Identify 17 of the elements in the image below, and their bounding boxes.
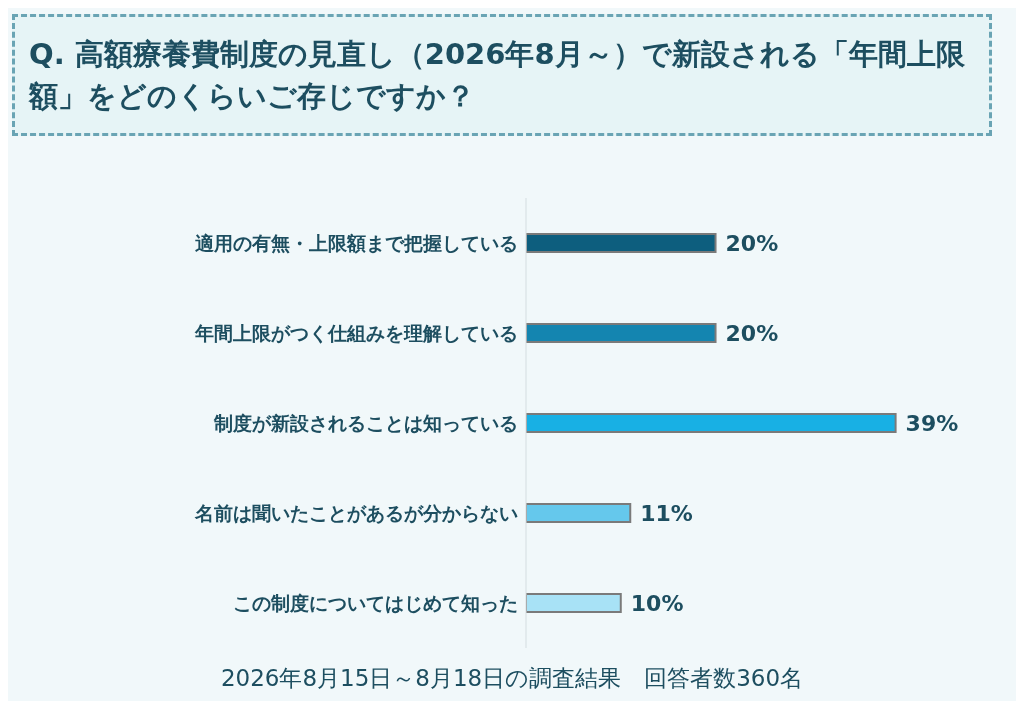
bar <box>526 593 622 613</box>
y-tick-label: 適用の有無・上限額まで把握している <box>195 231 518 254</box>
text: 2026年8月15日～8月18日の調査結果 回答者数360名 <box>219 664 805 693</box>
data-label: 20% <box>725 320 779 346</box>
y-tick-label: 名前は聞いたことがあるが分からない <box>194 501 518 524</box>
data-label: 11% <box>640 500 693 526</box>
bar <box>526 413 897 433</box>
y-tick-label: この制度についてはじめて知った <box>233 591 518 614</box>
data-label: 39% <box>905 410 959 436</box>
bar <box>526 323 717 343</box>
data-label: 20% <box>725 230 779 256</box>
data-label: 10% <box>630 590 684 616</box>
bar <box>526 233 717 253</box>
y-tick-label: 制度が新設されることは知っている <box>213 411 518 434</box>
y-tick-label: 年間上限がつく仕組みを理解している <box>194 321 518 344</box>
chart-title: Q. 高額療養費制度の見直し（2026年8月～）で新設される「年間上限額」をどのくらいご存じですか？ <box>12 14 992 137</box>
bar <box>526 503 632 523</box>
